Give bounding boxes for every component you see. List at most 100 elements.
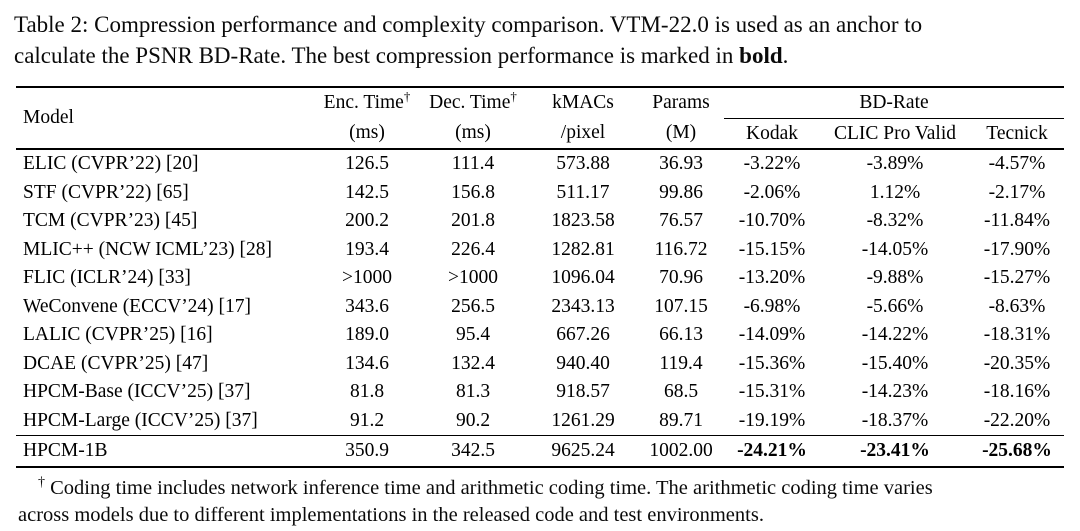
enc-time-label: Enc. Time <box>323 92 404 114</box>
cell-clic: -23.41% <box>820 435 970 467</box>
cell-clic: 1.12% <box>869 181 921 203</box>
cell-enc: 193.4 <box>345 238 389 260</box>
col-header-clic: CLIC Pro Valid <box>820 118 970 150</box>
cell-kmacs: 573.88 <box>556 153 610 175</box>
footnote-text2: across models due to different implement… <box>18 504 764 526</box>
table-row: HPCM-Base (ICCV’25) [37] 81.8 81.3 918.57 68… <box>16 378 1064 407</box>
cell-dec: 156.8 <box>451 181 495 203</box>
col-header-kmacs-unit: /pixel <box>528 118 638 150</box>
table-row: ELIC (CVPR’22) [20] 126.5 111.4 573.88 36.93… <box>16 149 1064 179</box>
cell-kodak: -15.31% <box>738 381 806 403</box>
col-header-params-unit: (M) <box>638 118 724 150</box>
cell-kodak: -6.98% <box>743 295 801 317</box>
col-header-enc-unit: (ms) <box>316 118 418 150</box>
cell-model: HPCM-Large (ICCV’25) [37] <box>23 409 258 431</box>
cell-model: DCAE (CVPR’25) [47] <box>23 352 209 374</box>
cell-params: 70.96 <box>659 267 703 289</box>
table-footnote: † Coding time includes network inference… <box>18 475 1064 529</box>
cell-clic: -3.89% <box>866 153 924 175</box>
table-row: TCM (CVPR’23) [45] 200.2 201.8 1823.58 76.57… <box>16 207 1064 236</box>
cell-dec: >1000 <box>448 267 498 289</box>
cell-dec: 95.4 <box>455 324 491 346</box>
table-row: LALIC (CVPR’25) [16] 189.0 95.4 667.26 66.13… <box>16 321 1064 350</box>
cell-model: HPCM-1B <box>16 435 316 467</box>
cell-kmacs: 1823.58 <box>551 210 615 232</box>
dec-time-label: Dec. Time <box>429 92 511 114</box>
col-header-kmacs: kMACs <box>552 92 614 114</box>
cell-dec: 342.5 <box>418 435 528 467</box>
cell-model: STF (CVPR’22) [65] <box>23 181 189 203</box>
cell-kodak: -10.70% <box>738 210 806 232</box>
cell-tecnick: -4.57% <box>988 153 1046 175</box>
cell-tecnick: -20.35% <box>983 352 1051 374</box>
cell-tecnick: -17.90% <box>983 238 1051 260</box>
cell-tecnick: -25.68% <box>970 435 1064 467</box>
cell-params: 66.13 <box>659 324 703 346</box>
cell-enc: 343.6 <box>345 295 389 317</box>
dagger-superscript: † <box>510 88 517 104</box>
dagger-superscript: † <box>403 88 411 104</box>
table-body: ELIC (CVPR’22) [20] 126.5 111.4 573.88 36.93… <box>16 149 1064 467</box>
cell-model: LALIC (CVPR’25) [16] <box>23 324 213 346</box>
cell-kmacs: 9625.24 <box>528 435 638 467</box>
col-header-enc-time: Enc. Time† <box>316 87 418 119</box>
table-row: HPCM-1B 350.9 342.5 9625.24 1002.00 -24.21% -2… <box>16 435 1064 467</box>
cell-kmacs: 940.40 <box>556 352 610 374</box>
cell-dec: 226.4 <box>451 238 495 260</box>
cell-clic: -15.40% <box>861 352 929 374</box>
cell-kodak: -14.09% <box>738 324 806 346</box>
table-row: STF (CVPR’22) [65] 142.5 156.8 511.17 99.86 -… <box>16 179 1064 208</box>
cell-tecnick: -18.31% <box>983 324 1051 346</box>
footnote-text1: Coding time includes network inference t… <box>50 477 933 499</box>
caption-line2-text: calculate the PSNR BD-Rate. The best com… <box>14 43 740 68</box>
cell-kodak: -24.21% <box>724 435 820 467</box>
cell-enc: 189.0 <box>345 324 389 346</box>
table-row: DCAE (CVPR’25) [47] 134.6 132.4 940.40 119.4… <box>16 350 1064 379</box>
cell-tecnick: -18.16% <box>983 381 1051 403</box>
cell-params: 116.72 <box>654 238 708 260</box>
col-header-bdrate: BD-Rate <box>724 87 1064 119</box>
cell-dec: 132.4 <box>451 352 495 374</box>
cell-kmacs: 918.57 <box>556 381 610 403</box>
comparison-table: Model Enc. Time† Dec. Time† kMACs Params… <box>16 86 1064 468</box>
cell-model: WeConvene (ECCV’24) [17] <box>23 295 252 317</box>
caption-bold-word: bold <box>739 43 783 68</box>
cell-tecnick: -15.27% <box>983 267 1051 289</box>
cell-tecnick: -22.20% <box>983 409 1051 431</box>
cell-params: 107.15 <box>654 295 708 317</box>
col-header-dec-unit: (ms) <box>418 118 528 150</box>
cell-enc: 142.5 <box>345 181 389 203</box>
cell-clic: -14.22% <box>861 324 929 346</box>
cell-kmacs: 2343.13 <box>551 295 615 317</box>
cell-kmacs: 667.26 <box>556 324 610 346</box>
cell-dec: 256.5 <box>451 295 495 317</box>
cell-kmacs: 1261.29 <box>551 409 615 431</box>
cell-params: 1002.00 <box>638 435 724 467</box>
cell-tecnick: -2.17% <box>988 181 1046 203</box>
col-header-tecnick: Tecnick <box>970 118 1064 150</box>
col-header-model: Model <box>16 87 316 150</box>
cell-kodak: -2.06% <box>743 181 801 203</box>
cell-enc: >1000 <box>342 267 392 289</box>
cell-clic: -18.37% <box>861 409 929 431</box>
cell-kodak: -13.20% <box>738 267 806 289</box>
cell-tecnick: -11.84% <box>984 210 1050 232</box>
cell-kodak: -19.19% <box>738 409 806 431</box>
cell-params: 119.4 <box>659 352 703 374</box>
cell-params: 76.57 <box>659 210 703 232</box>
col-header-dec-time: Dec. Time† <box>418 87 528 119</box>
cell-enc: 91.2 <box>349 409 385 431</box>
table-row: MLIC++ (NCW ICML’23) [28] 193.4 226.4 1282.… <box>16 236 1064 265</box>
table-row: WeConvene (ECCV’24) [17] 343.6 256.5 2343.1… <box>16 293 1064 322</box>
table-row: HPCM-Large (ICCV’25) [37] 91.2 90.2 1261.29… <box>16 407 1064 436</box>
cell-model: FLIC (ICLR’24) [33] <box>23 267 191 289</box>
cell-enc: 350.9 <box>316 435 418 467</box>
cell-kmacs: 511.17 <box>556 181 610 203</box>
cell-model: HPCM-Base (ICCV’25) [37] <box>23 381 251 403</box>
cell-dec: 111.4 <box>451 153 495 175</box>
cell-kodak: -15.15% <box>738 238 806 260</box>
cell-dec: 81.3 <box>455 381 491 403</box>
cell-kmacs: 1282.81 <box>551 238 615 260</box>
cell-clic: -14.23% <box>861 381 929 403</box>
